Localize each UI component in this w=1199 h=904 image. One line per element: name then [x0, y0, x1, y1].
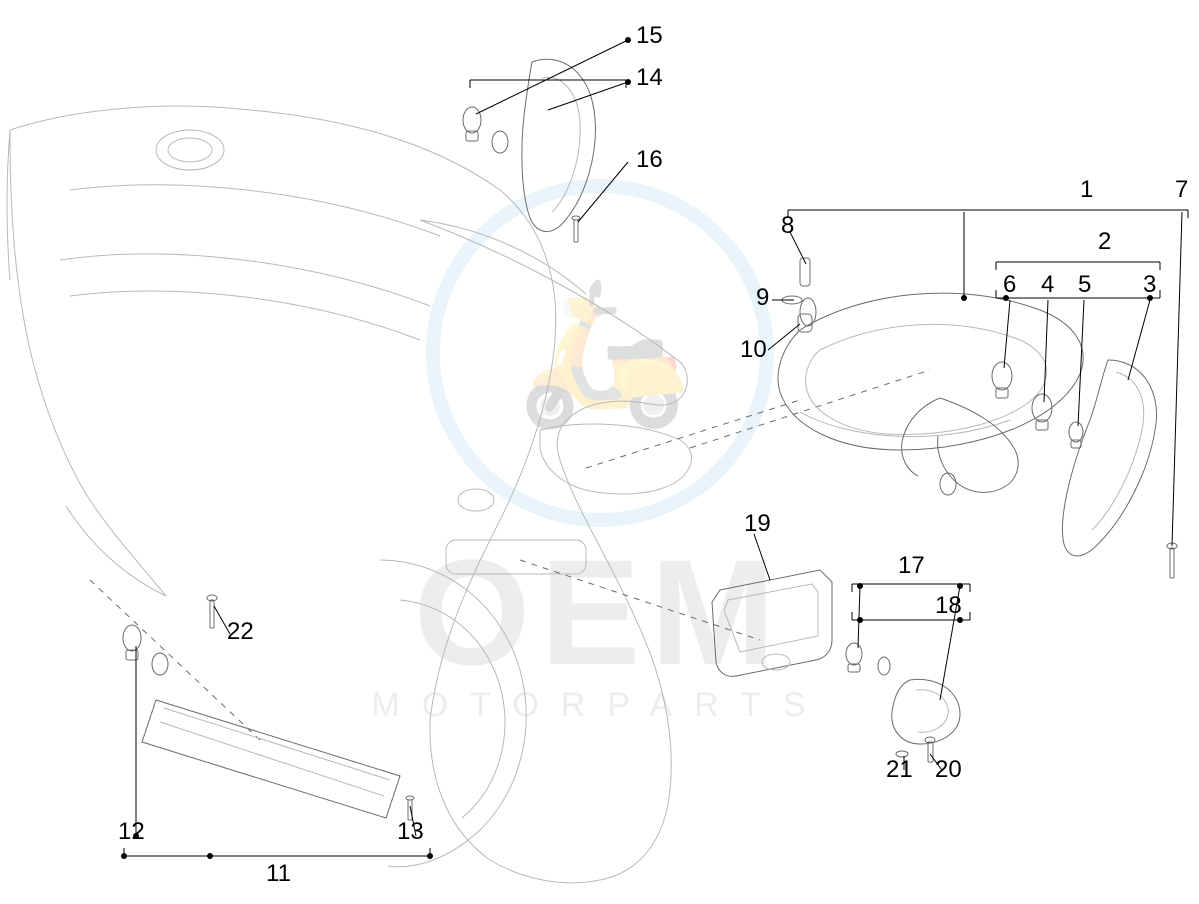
part-tail-light-body: [778, 293, 1083, 450]
part-indicator-assembly: [463, 59, 595, 242]
diagram-canvas: 🛵 OEM MOTORPARTS: [0, 0, 1199, 904]
part-wiring-and-bulbs: [902, 362, 1083, 495]
part-tail-lens: [1062, 360, 1156, 556]
part-mounting-screw-set: [782, 258, 812, 332]
callout-6: 6: [1003, 271, 1016, 299]
callout-7: 7: [1175, 176, 1188, 204]
part-lens-screw: [1167, 543, 1177, 578]
callout-2: 2: [1098, 228, 1111, 256]
callout-15: 15: [636, 22, 663, 50]
callout-5: 5: [1078, 271, 1091, 299]
callout-17: 17: [898, 552, 925, 580]
callout-16: 16: [636, 146, 663, 174]
part-plate-light-lens: [846, 643, 960, 744]
callout-8: 8: [781, 212, 794, 240]
callout-18: 18: [935, 592, 962, 620]
callout-12: 12: [118, 818, 145, 846]
part-reflector-assembly: [123, 595, 414, 820]
part-plate-light-housing: [712, 570, 832, 676]
callout-14: 14: [636, 64, 663, 92]
callout-3: 3: [1143, 271, 1156, 299]
callout-9: 9: [756, 284, 769, 312]
callout-4: 4: [1041, 271, 1054, 299]
callout-22: 22: [227, 618, 254, 646]
callout-20: 20: [935, 756, 962, 784]
callout-11: 11: [266, 860, 291, 888]
callout-10: 10: [740, 336, 767, 364]
diagram-svg: [0, 0, 1199, 904]
callout-21: 21: [886, 756, 913, 784]
callout-1: 1: [1080, 176, 1093, 204]
callout-13: 13: [397, 818, 424, 846]
callout-19: 19: [744, 510, 771, 538]
